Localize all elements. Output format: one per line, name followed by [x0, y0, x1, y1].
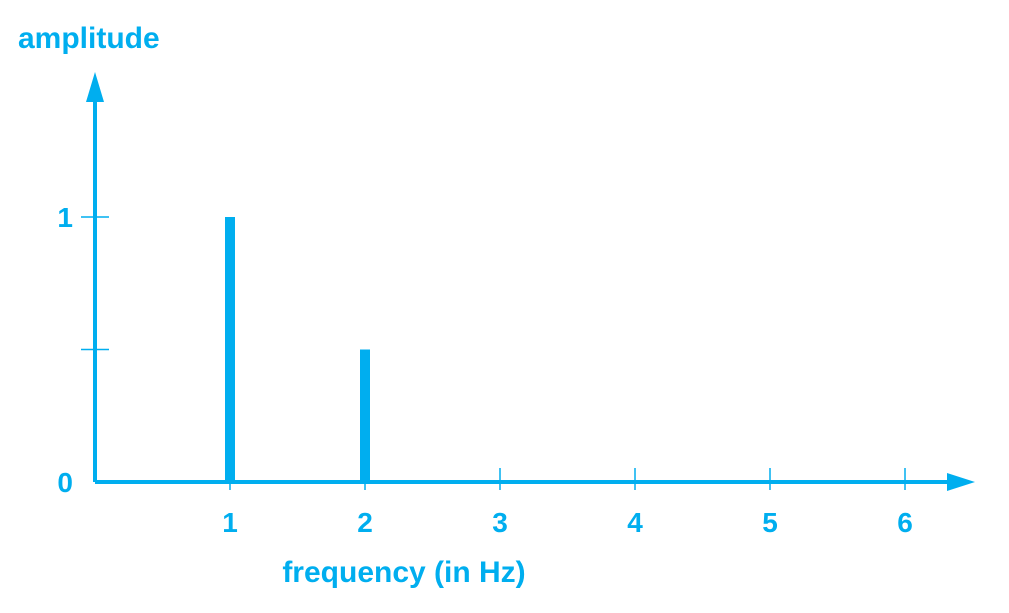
x-tick-label: 5 — [762, 507, 778, 538]
y-axis-arrow — [86, 72, 104, 102]
x-axis-arrow — [947, 473, 975, 491]
y-axis-label: amplitude — [18, 22, 160, 55]
x-axis-label: frequency (in Hz) — [282, 556, 525, 589]
x-tick-label: 2 — [357, 507, 373, 538]
x-tick-label: 3 — [492, 507, 508, 538]
axes — [86, 72, 975, 491]
bars — [225, 217, 370, 482]
bar — [225, 217, 235, 482]
x-tick-label: 4 — [627, 507, 643, 538]
x-tick-label: 6 — [897, 507, 913, 538]
y-tick-label: 0 — [57, 467, 73, 498]
y-tick-label: 1 — [57, 202, 73, 233]
ticks: 1 2 3 4 5 6 0 1 — [57, 202, 912, 538]
x-tick-label: 1 — [222, 507, 238, 538]
bar — [360, 349, 370, 482]
